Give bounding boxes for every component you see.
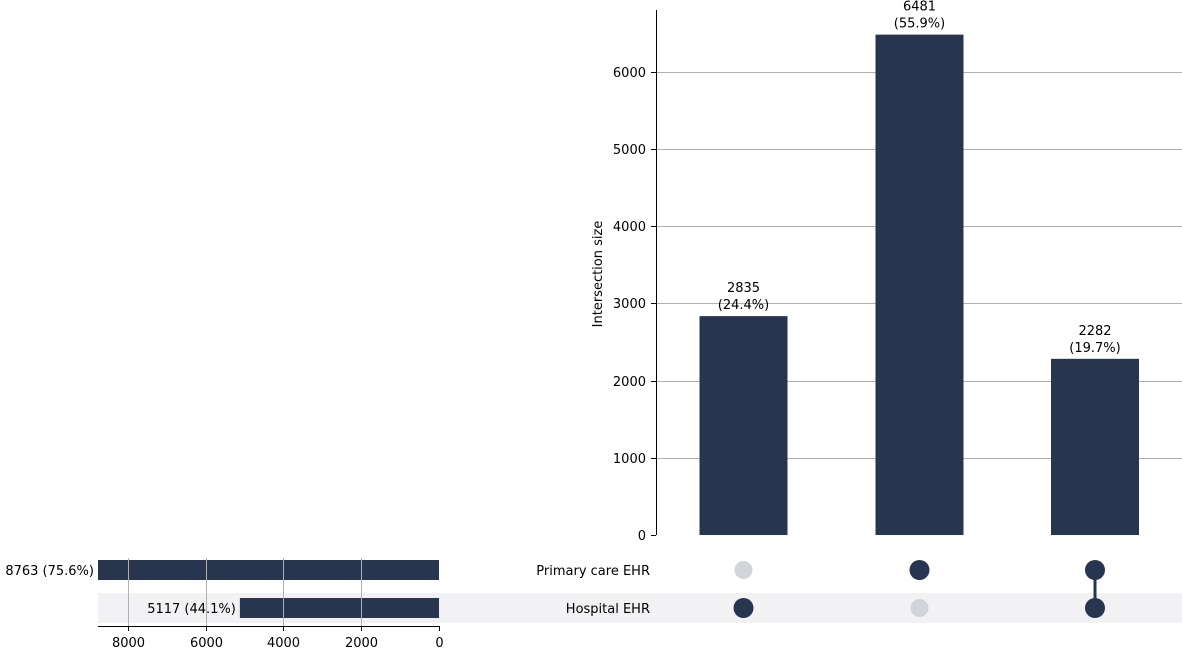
set-size-bar [98, 560, 439, 580]
y-tick-label: 6000 [613, 66, 646, 81]
set-size-tick-label: 8000 [112, 636, 145, 650]
matrix-dot-inactive [910, 599, 929, 617]
intersection-bar-labels: 2835 (24.4%) 6481 (55.9%) 2282 (19.7%) [718, 0, 1121, 356]
y-tick-label: 3000 [613, 297, 646, 312]
intersection-bar [875, 34, 964, 536]
intersection-bar [1051, 358, 1139, 535]
y-tick-label: 0 [638, 529, 646, 544]
y-tick-label: 2000 [613, 375, 646, 390]
set-size-bars [98, 560, 439, 618]
set-name-label: Primary care EHR [536, 564, 650, 579]
set-size-gridlines [128, 558, 362, 626]
set-name-label: Hospital EHR [566, 602, 650, 617]
intersection-count-label: 6481 [903, 0, 936, 15]
intersection-percent-label: (24.4%) [718, 298, 769, 313]
set-size-tick-label: 2000 [345, 636, 378, 650]
y-tick-label: 5000 [613, 143, 646, 158]
set-size-tick-label: 6000 [190, 636, 223, 650]
intersection-bar [699, 316, 788, 535]
y-tick-label: 1000 [613, 452, 646, 467]
y-axis: 0 1000 2000 3000 4000 5000 6000 [613, 10, 657, 544]
set-size-label: 8763 (75.6%) [5, 564, 94, 579]
intersection-count-label: 2282 [1078, 324, 1111, 339]
y-axis-label: Intersection size [591, 221, 606, 328]
set-size-label: 5117 (44.1%) [147, 602, 236, 617]
membership-matrix [733, 560, 1105, 618]
matrix-dot-active [909, 560, 930, 580]
set-size-axis: 8000 6000 4000 2000 0 [98, 626, 444, 650]
intersection-percent-label: (19.7%) [1069, 341, 1120, 356]
set-size-tick-label: 0 [435, 636, 443, 650]
y-tick-label: 4000 [613, 220, 646, 235]
set-size-labels: 8763 (75.6%) 5117 (44.1%) [5, 564, 236, 617]
matrix-dot-active [1085, 598, 1105, 618]
matrix-dot-active [733, 598, 754, 618]
set-size-bar [239, 598, 439, 618]
set-size-tick-label: 4000 [267, 636, 300, 650]
set-names: Primary care EHR Hospital EHR [536, 564, 650, 617]
intersection-percent-label: (55.9%) [894, 17, 945, 32]
matrix-dot-active [1085, 560, 1105, 580]
intersection-bars [699, 34, 1139, 536]
matrix-dot-inactive [734, 561, 753, 579]
intersection-count-label: 2835 [727, 281, 760, 296]
